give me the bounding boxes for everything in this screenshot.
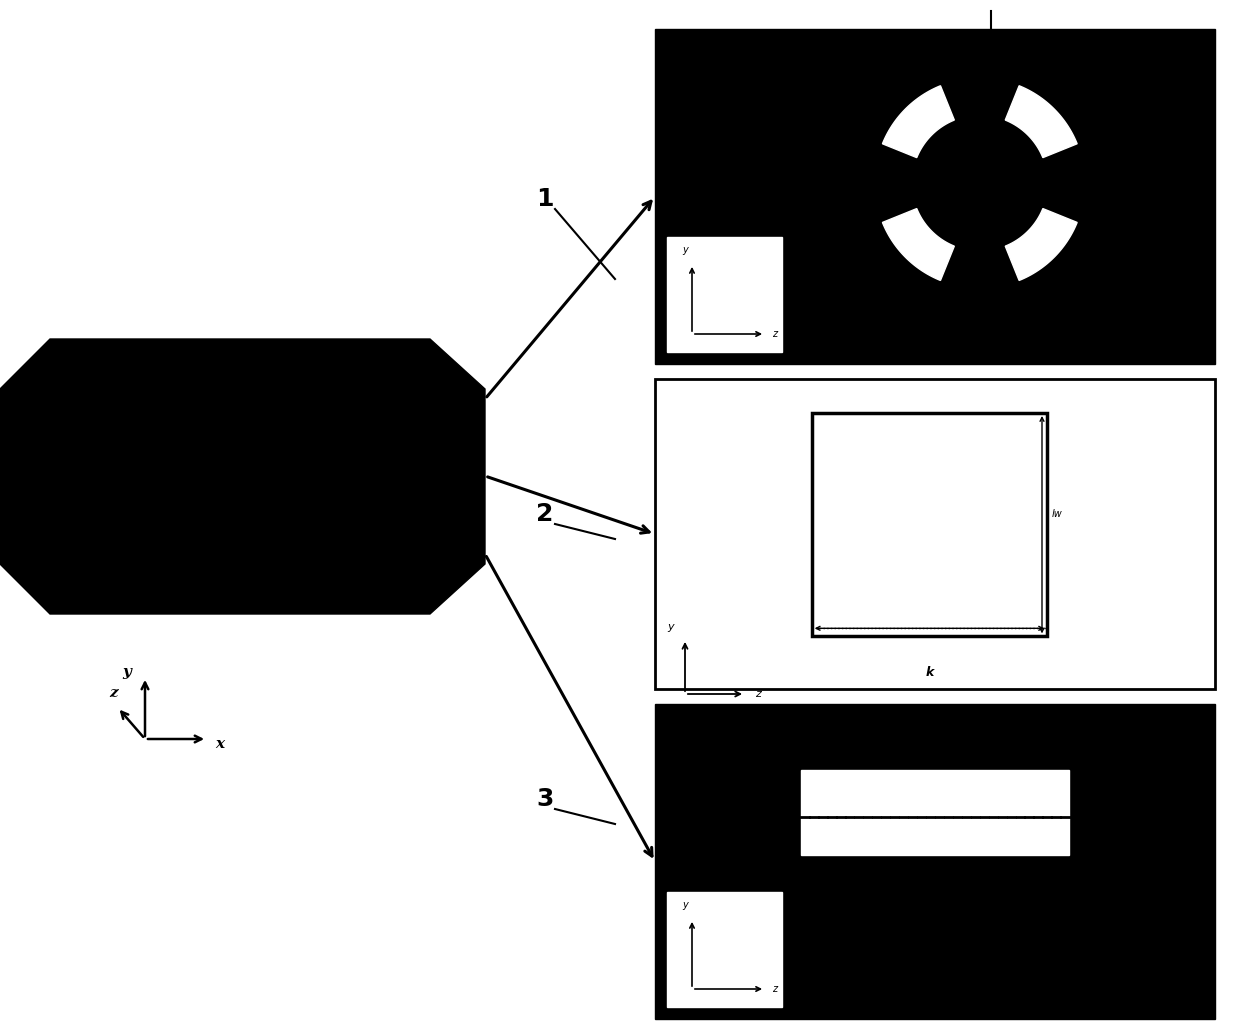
Text: lw: lw — [1052, 509, 1063, 518]
Text: x: x — [216, 737, 224, 751]
Text: y: y — [123, 665, 131, 679]
Text: y: y — [682, 900, 688, 910]
Polygon shape — [883, 209, 955, 281]
Text: 3: 3 — [537, 787, 554, 811]
Polygon shape — [1006, 86, 1078, 158]
Bar — [655, 29, 1215, 364]
Text: 2: 2 — [537, 502, 554, 526]
Text: k: k — [925, 667, 934, 679]
Bar — [812, 413, 1047, 636]
Text: z: z — [755, 689, 761, 699]
Polygon shape — [0, 339, 485, 614]
Bar — [667, 892, 782, 1007]
Bar — [801, 770, 1069, 855]
Bar — [655, 705, 1215, 1019]
Bar — [655, 379, 1215, 689]
Text: z: z — [773, 329, 777, 339]
Bar — [667, 237, 782, 352]
Text: z: z — [773, 984, 777, 994]
Text: y: y — [667, 622, 675, 632]
Text: 1: 1 — [536, 187, 554, 211]
Text: z: z — [109, 686, 118, 700]
Polygon shape — [883, 86, 955, 158]
Text: y: y — [682, 245, 688, 255]
Polygon shape — [1006, 209, 1078, 281]
